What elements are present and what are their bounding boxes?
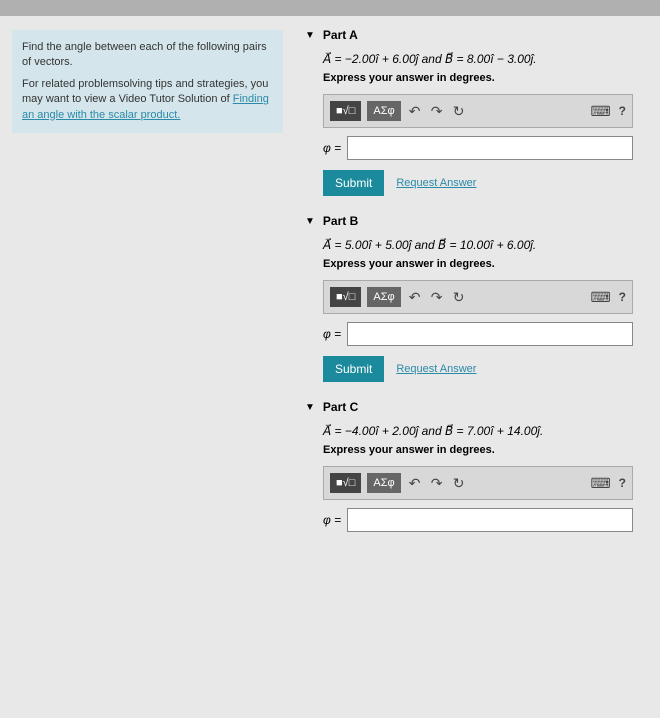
sidebar: Find the angle between each of the follo… [0,18,295,718]
help-icon[interactable]: ? [619,104,626,118]
template-button[interactable]: ■√□ [330,101,361,121]
request-answer-link[interactable]: Request Answer [396,177,476,189]
prompt-text: Find the angle between each of the follo… [22,40,273,71]
template-button[interactable]: ■√□ [330,473,361,493]
greek-button[interactable]: ΑΣφ [367,473,400,493]
part-b-instruction: Express your answer in degrees. [323,258,660,270]
part-a-equation: A⃗ = −2.00î + 6.00ĵ and B⃗ = 8.00î − 3.0… [323,52,660,66]
answer-label: φ = [323,141,341,155]
submit-button[interactable]: Submit [323,170,384,196]
sqrt-icon: √ [343,291,349,303]
sqrt-icon: √ [343,105,349,117]
greek-button[interactable]: ΑΣφ [367,101,400,121]
reset-icon[interactable]: ↻ [451,475,467,491]
sqrt-icon: √ [343,477,349,489]
answer-label: φ = [323,327,341,341]
collapse-icon: ▼ [305,216,315,227]
part-b-title: Part B [323,214,358,228]
part-a-header[interactable]: ▼ Part A [305,28,660,42]
answer-row: φ = [323,322,633,346]
submit-button[interactable]: Submit [323,356,384,382]
button-row: Submit Request Answer [323,356,660,382]
part-a-title: Part A [323,28,358,42]
part-a-instruction: Express your answer in degrees. [323,72,660,84]
page-container: Find the angle between each of the follo… [0,18,660,718]
answer-label: φ = [323,513,341,527]
reset-icon[interactable]: ↻ [451,103,467,119]
main-panel: ▼ Part A A⃗ = −2.00î + 6.00ĵ and B⃗ = 8.… [295,18,660,718]
button-row: Submit Request Answer [323,170,660,196]
top-bar [0,0,660,16]
part-b: ▼ Part B A⃗ = 5.00î + 5.00ĵ and B⃗ = 10.… [305,214,660,382]
hint-text: For related problemsolving tips and stra… [22,77,273,123]
hint-prefix: For related problemsolving tips and stra… [22,78,268,105]
greek-button[interactable]: ΑΣφ [367,287,400,307]
part-b-header[interactable]: ▼ Part B [305,214,660,228]
undo-icon[interactable]: ↶ [407,103,423,119]
part-a: ▼ Part A A⃗ = −2.00î + 6.00ĵ and B⃗ = 8.… [305,28,660,196]
collapse-icon: ▼ [305,30,315,41]
part-c-header[interactable]: ▼ Part C [305,400,660,414]
help-icon[interactable]: ? [619,290,626,304]
redo-icon[interactable]: ↷ [429,475,445,491]
part-c-body: A⃗ = −4.00î + 2.00ĵ and B⃗ = 7.00î + 14.… [305,424,660,532]
answer-row: φ = [323,508,633,532]
part-b-equation: A⃗ = 5.00î + 5.00ĵ and B⃗ = 10.00î + 6.0… [323,238,660,252]
redo-icon[interactable]: ↷ [429,103,445,119]
answer-input[interactable] [347,136,633,160]
answer-row: φ = [323,136,633,160]
template-button[interactable]: ■√□ [330,287,361,307]
undo-icon[interactable]: ↶ [407,475,423,491]
answer-toolbar: ■√□ ΑΣφ ↶ ↷ ↻ ⌨ ? [323,94,633,128]
redo-icon[interactable]: ↷ [429,289,445,305]
answer-input[interactable] [347,322,633,346]
keyboard-icon[interactable]: ⌨ [593,103,609,119]
part-c-title: Part C [323,400,358,414]
part-c: ▼ Part C A⃗ = −4.00î + 2.00ĵ and B⃗ = 7.… [305,400,660,532]
keyboard-icon[interactable]: ⌨ [593,475,609,491]
part-c-instruction: Express your answer in degrees. [323,444,660,456]
help-icon[interactable]: ? [619,476,626,490]
answer-toolbar: ■√□ ΑΣφ ↶ ↷ ↻ ⌨ ? [323,280,633,314]
reset-icon[interactable]: ↻ [451,289,467,305]
part-b-body: A⃗ = 5.00î + 5.00ĵ and B⃗ = 10.00î + 6.0… [305,238,660,382]
keyboard-icon[interactable]: ⌨ [593,289,609,305]
instructions-box: Find the angle between each of the follo… [12,30,283,133]
part-c-equation: A⃗ = −4.00î + 2.00ĵ and B⃗ = 7.00î + 14.… [323,424,660,438]
part-a-body: A⃗ = −2.00î + 6.00ĵ and B⃗ = 8.00î − 3.0… [305,52,660,196]
collapse-icon: ▼ [305,402,315,413]
undo-icon[interactable]: ↶ [407,289,423,305]
answer-input[interactable] [347,508,633,532]
request-answer-link[interactable]: Request Answer [396,363,476,375]
answer-toolbar: ■√□ ΑΣφ ↶ ↷ ↻ ⌨ ? [323,466,633,500]
